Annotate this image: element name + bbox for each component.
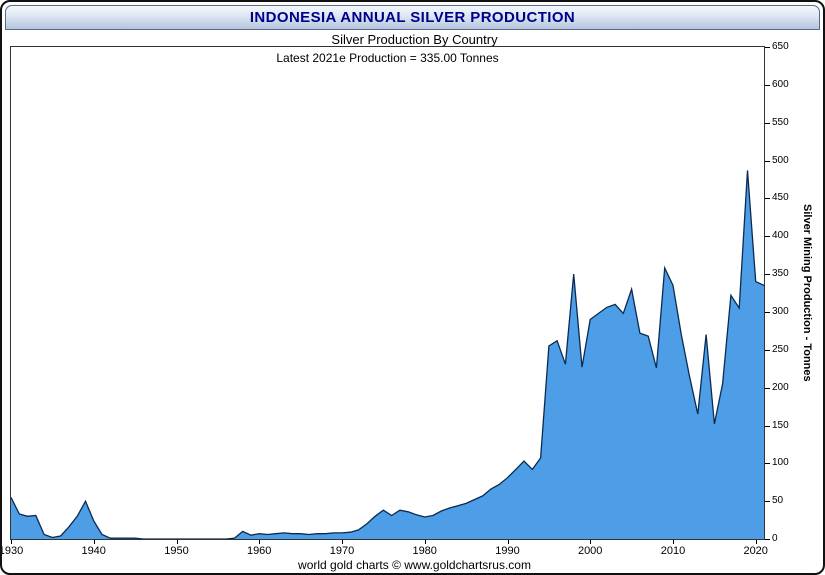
y-tick-label: 500 [772,154,789,166]
x-tick-label: 1950 [164,545,189,557]
area-series [11,170,764,539]
x-tick [424,540,426,544]
x-tick-label: 1970 [329,545,355,557]
x-tick [755,540,757,544]
x-tick [93,540,95,544]
y-tick [765,425,770,427]
x-tick [176,540,178,544]
y-tick [765,311,770,313]
chart-subtitle: Silver Production By Country [331,32,498,47]
x-tick [342,540,343,544]
plot-area: Latest 2021e Production = 335.00 Tonnes [10,46,765,540]
x-tick-label: 2010 [660,545,686,557]
x-tick-label: 2000 [577,545,603,557]
y-tick [765,160,770,162]
y-tick-label: 0 [772,533,778,544]
x-tick-label: 1990 [495,545,520,557]
x-tick [259,540,261,544]
y-tick-label: 150 [772,419,789,431]
y-tick [765,122,770,124]
x-tick [590,540,592,544]
y-tick [765,274,770,276]
x-tick-label: 1980 [412,545,437,557]
x-tick-label: 2020 [743,545,768,557]
y-tick-label: 450 [772,192,789,204]
y-tick-label: 100 [772,457,789,469]
y-axis-title: Silver Mining Production - Tonnes [801,204,813,382]
y-tick-label: 50 [772,495,784,507]
x-tick [507,540,509,544]
y-tick [765,463,770,465]
latest-production-annotation: Latest 2021e Production = 335.00 Tonnes [276,51,499,65]
y-tick [765,501,770,503]
y-tick [765,387,770,389]
y-tick-label: 550 [772,116,789,128]
y-tick-label: 400 [772,230,789,242]
y-tick [765,198,770,200]
y-tick-label: 350 [772,268,789,280]
y-tick [765,539,770,540]
y-tick [765,84,770,86]
x-tick [11,540,12,544]
y-tick [765,349,770,351]
y-tick-label: 600 [772,78,789,90]
x-tick-label: 1940 [81,545,106,557]
x-tick [673,540,674,544]
credit-line: world gold charts © www.goldchartsrus.co… [298,558,531,572]
x-tick-label: 1960 [246,545,272,557]
title-bar: INDONESIA ANNUAL SILVER PRODUCTION [5,5,820,30]
x-tick-label: 1930 [0,545,24,557]
y-tick-label: 250 [772,343,789,355]
y-tick [765,236,770,238]
y-tick [765,47,770,48]
y-tick-label: 200 [772,381,789,393]
y-tick-label: 300 [772,305,789,317]
